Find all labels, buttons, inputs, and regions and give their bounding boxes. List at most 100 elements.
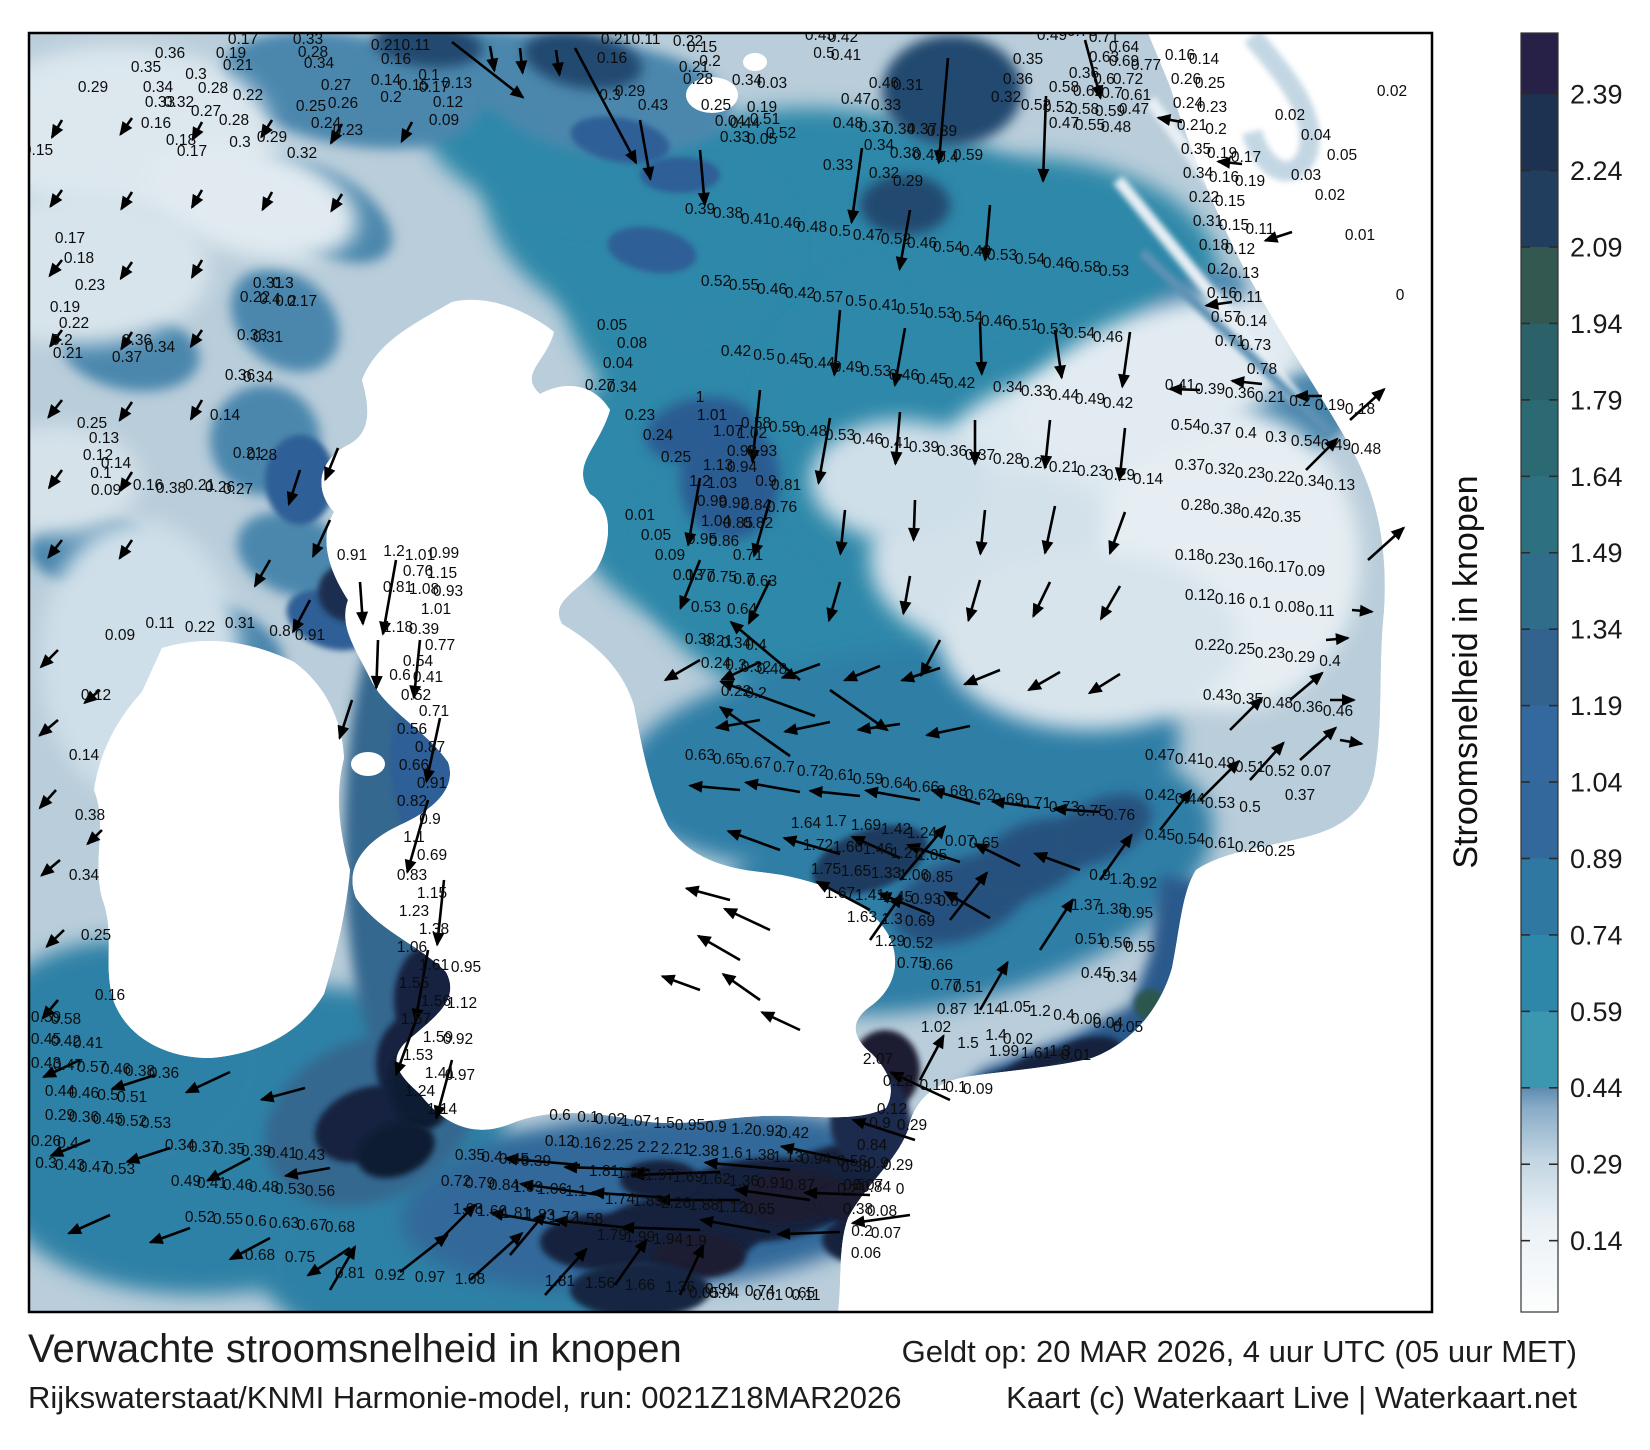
current-speed-value: 0.57: [813, 289, 843, 306]
current-arrow: [630, 1168, 721, 1181]
current-speed-value: 0.16: [1209, 169, 1239, 186]
current-speed-value: 1.36: [665, 1279, 695, 1296]
current-speed-value: 0.5: [97, 1087, 119, 1104]
current-speed-value: 1.41: [425, 1065, 455, 1082]
current-speed-value: 0.21: [53, 345, 83, 362]
current-speed-value: 0.11: [401, 37, 430, 54]
current-speed-value: 0.4: [481, 1149, 503, 1166]
land-orkney: [686, 77, 738, 113]
current-speed-value: 0.14: [69, 747, 100, 764]
current-arrow: [726, 829, 781, 852]
current-speed-value: 0.12: [1185, 587, 1215, 604]
current-speed-value: 0.65: [785, 1285, 815, 1302]
current-speed-value: 0.59: [953, 147, 983, 164]
current-speed-value: 0.05: [1327, 147, 1357, 164]
current-speed-value: 0.35: [1271, 509, 1301, 526]
coastal-streak: [1242, 33, 1320, 182]
current-arrow: [189, 329, 204, 349]
current-arrow: [356, 581, 369, 626]
current-speed-value: 0.3: [725, 657, 747, 674]
current-arrow: [829, 688, 889, 732]
current-speed-value: 0.66: [909, 779, 939, 796]
current-speed-value: 1.46: [863, 841, 893, 858]
current-speed-value: 0.38: [75, 807, 105, 824]
current-speed-value: 0.46: [869, 75, 899, 92]
current-speed-value: 1.13: [773, 1149, 803, 1166]
current-speed-value: 0.51: [1009, 317, 1039, 334]
current-arrow: [47, 539, 64, 559]
current-speed-value: 0.19: [747, 99, 777, 116]
current-speed-value: 0.07: [945, 833, 975, 850]
current-speed-value: 0.1: [90, 465, 112, 482]
current-speed-value: 1.85: [633, 1193, 663, 1210]
current-arrow: [699, 1216, 771, 1234]
colorbar-tick-label: 1.49: [1570, 538, 1623, 568]
current-speed-value: 0.21: [1255, 389, 1285, 406]
current-speed-value: 0.2: [51, 332, 73, 349]
current-speed-value: 0.21: [233, 445, 263, 462]
current-speed-value: 0.75: [897, 955, 927, 972]
current-speed-value: 0.73: [1067, 23, 1097, 40]
current-arrow: [1083, 39, 1104, 100]
current-arrow: [1204, 298, 1233, 310]
current-arrow: [184, 1070, 231, 1094]
current-speed-value: 0.75: [285, 1249, 315, 1266]
current-speed-value: 0.41: [913, 147, 943, 164]
current-speed-value: 0.47: [1119, 101, 1149, 118]
current-speed-value: 0.86: [709, 533, 739, 550]
footer: Verwachte stroomsnelheid in knopen Rijks…: [28, 1327, 1577, 1415]
current-speed-value: 0.09: [91, 482, 121, 499]
current-speed-value: 0.95: [687, 531, 717, 548]
current-speed-value: 1.04: [701, 513, 732, 530]
current-speed-value: 0.49: [833, 359, 863, 376]
current-speed-value: 0.34: [143, 79, 174, 96]
current-speed-value: 0.25: [701, 97, 731, 114]
current-arrow: [850, 1213, 911, 1228]
current-speed-value: 1.3: [881, 911, 903, 928]
current-speed-value: 0.33: [293, 31, 323, 48]
current-speed-value: 1.97: [645, 1167, 675, 1184]
current-arrow: [118, 401, 134, 422]
current-arrow: [814, 417, 832, 485]
current-speed-value: 0.04: [709, 1285, 740, 1302]
current-speed-value: 0.1: [945, 1079, 967, 1096]
current-arrow: [783, 720, 831, 735]
current-speed-value: 1.99: [625, 1229, 655, 1246]
current-speed-value: 0.46: [223, 1177, 253, 1194]
current-speed-value: 1.15: [427, 565, 457, 582]
current-speed-value: 0.48: [1101, 119, 1131, 136]
current-speed-value: 0.92: [753, 1123, 783, 1140]
current-speed-value: 0.36: [937, 443, 967, 460]
current-speed-value: 0.24: [1173, 95, 1204, 112]
current-speed-value: 0.05: [747, 131, 777, 148]
current-speed-value: 0.53: [1099, 263, 1129, 280]
current-speed-value: 0.23: [1077, 463, 1107, 480]
current-speed-value: 1.74: [605, 1191, 636, 1208]
current-arrow: [613, 1238, 648, 1286]
current-speed-value: 1.66: [833, 839, 863, 856]
current-speed-value: 1: [696, 389, 705, 406]
current-speed-value: 0.3: [599, 87, 621, 104]
current-speed-value: 0.21: [1177, 117, 1207, 134]
current-speed-value: 0.63: [269, 1215, 299, 1232]
current-speed-value: 0.29: [1285, 649, 1315, 666]
current-speed-value: 0.41: [1175, 751, 1205, 768]
current-speed-value: 0.59: [853, 771, 883, 788]
current-speed-value: 0.77: [1131, 57, 1161, 74]
current-speed-value: 2.26: [661, 1195, 691, 1212]
current-arrow: [1299, 726, 1338, 761]
current-speed-value: 0.45: [1081, 965, 1111, 982]
current-speed-value: 0.69: [905, 913, 935, 930]
current-speed-value: 1.33: [871, 865, 901, 882]
current-speed-value: 0.14: [1189, 51, 1220, 68]
current-speed-value: 0.11: [631, 31, 660, 48]
current-arrow: [1339, 735, 1364, 748]
current-speed-value: 0.42: [779, 1125, 809, 1142]
current-arrow: [48, 259, 64, 278]
current-speed-value: 0.16: [571, 1135, 601, 1152]
current-arrow: [411, 949, 430, 1023]
current-speed-value: 0.32: [991, 89, 1021, 106]
current-speed-value: 0.9: [867, 1155, 889, 1172]
colorbar-tick-label: 0.29: [1570, 1150, 1623, 1180]
